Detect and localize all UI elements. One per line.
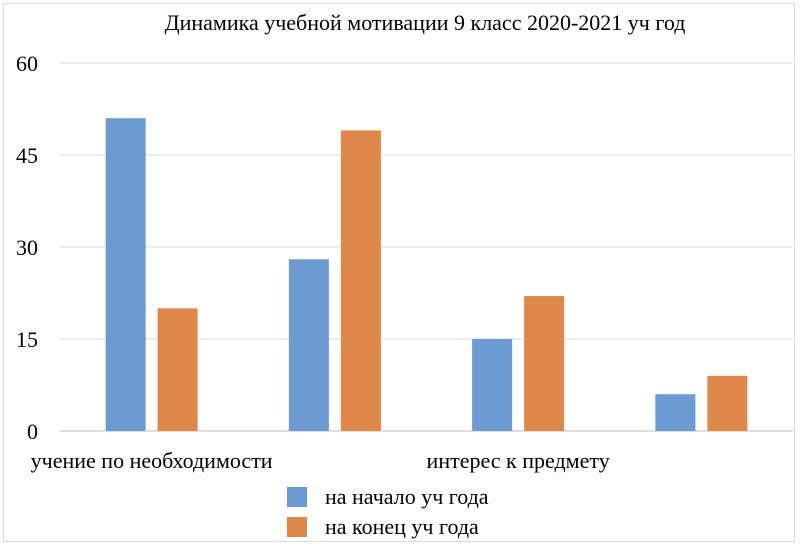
legend: на начало уч года на конец уч года: [287, 482, 489, 542]
legend-swatch-end: [287, 517, 307, 537]
y-tick-label: 60: [16, 51, 38, 76]
bar: [157, 308, 198, 431]
bar: [340, 130, 381, 431]
legend-label-start: на начало уч года: [325, 484, 489, 509]
bar: [288, 259, 329, 431]
bar: [707, 375, 748, 431]
y-tick-label: 45: [16, 143, 38, 168]
y-tick-label: 15: [16, 327, 38, 352]
bar: [524, 296, 565, 431]
x-category-label: учение по необходимости: [31, 448, 273, 473]
legend-item-start: на начало уч года: [287, 482, 489, 512]
legend-item-end: на конец уч года: [287, 512, 489, 542]
y-tick-label: 0: [27, 419, 38, 444]
y-tick-label: 30: [16, 235, 38, 260]
chart-title: Динамика учебной мотивации 9 класс 2020-…: [164, 10, 686, 35]
bar: [655, 394, 696, 431]
bar: [472, 339, 513, 431]
x-category-label: интерес к предмету: [427, 448, 610, 473]
bar: [105, 118, 146, 431]
legend-swatch-start: [287, 487, 307, 507]
legend-label-end: на конец уч года: [325, 514, 479, 539]
